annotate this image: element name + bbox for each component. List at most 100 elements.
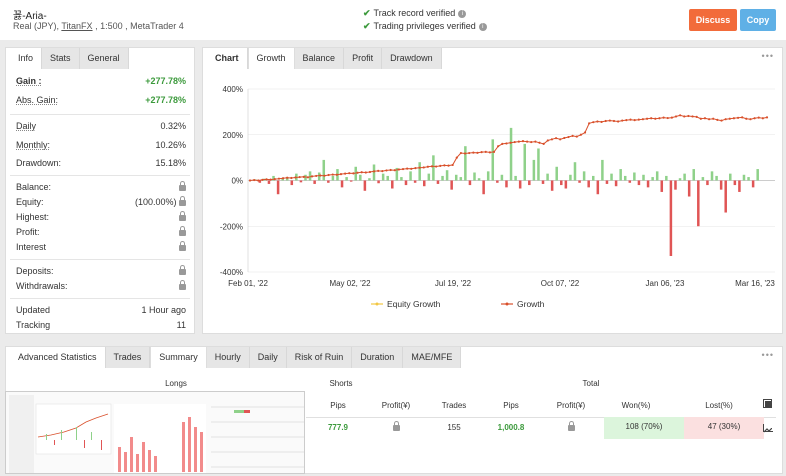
growth-point xyxy=(360,171,363,174)
broker-link[interactable]: TitanFX xyxy=(61,21,93,31)
legend-equity-label: Equity Growth xyxy=(387,299,441,309)
growth-point xyxy=(645,117,649,120)
growth-point xyxy=(286,176,289,179)
tab-mae-mfe[interactable]: MAE/MFE xyxy=(403,347,462,368)
col-lost: Lost(%) xyxy=(705,401,733,410)
tab-hourly[interactable]: Hourly xyxy=(206,347,250,368)
growth-point xyxy=(509,141,512,144)
chart-menu-icon[interactable]: ••• xyxy=(761,51,774,61)
col-shorts-profit: Profit(¥) xyxy=(381,401,411,410)
tab-summary[interactable]: Summary xyxy=(150,347,207,368)
positive-bar xyxy=(756,169,759,181)
x-tick-label: May 02, '22 xyxy=(329,279,371,288)
positive-bar xyxy=(665,175,668,181)
total-trades-value: 155 xyxy=(447,423,461,432)
tab-trades[interactable]: Trades xyxy=(105,347,151,368)
negative-bar xyxy=(423,180,426,187)
tab-drawdown[interactable]: Drawdown xyxy=(382,48,442,69)
positive-bar xyxy=(642,174,645,181)
tab-profit[interactable]: Profit xyxy=(344,48,383,69)
lock-icon xyxy=(392,420,400,431)
tab-general[interactable]: General xyxy=(79,48,129,69)
positive-bar xyxy=(592,175,595,181)
screenshot-thumbnail xyxy=(5,391,305,474)
growth-point xyxy=(277,177,281,180)
positive-bar xyxy=(395,167,399,181)
positive-bar xyxy=(523,143,526,181)
growth-point xyxy=(306,176,310,179)
negative-bar xyxy=(669,180,673,256)
negative-bar xyxy=(628,180,632,183)
tab-daily[interactable]: Daily xyxy=(249,347,287,368)
growth-point xyxy=(745,117,748,120)
growth-point xyxy=(658,117,661,120)
tab-stats[interactable]: Stats xyxy=(42,48,80,69)
lock-icon xyxy=(179,240,186,251)
divider xyxy=(10,298,190,299)
positive-bar xyxy=(509,127,513,181)
tab-growth[interactable]: Growth xyxy=(247,48,295,69)
negative-bar xyxy=(299,180,303,183)
negative-bar xyxy=(528,180,531,186)
y-tick-label: 200% xyxy=(223,131,243,140)
growth-point xyxy=(397,168,400,171)
negative-bar xyxy=(560,180,563,186)
tab-risk-of-ruin[interactable]: Risk of Ruin xyxy=(286,347,353,368)
growth-point xyxy=(393,169,396,172)
tab-balance[interactable]: Balance xyxy=(294,48,345,69)
total-pips-value: 1,000.8 xyxy=(497,423,525,432)
stats-menu-icon[interactable]: ••• xyxy=(761,350,774,360)
col-total-profit: Profit(¥) xyxy=(556,401,586,410)
tab-chart[interactable]: Chart xyxy=(207,48,248,69)
growth-point xyxy=(625,119,628,122)
growth-point xyxy=(364,171,367,174)
growth-point xyxy=(608,119,611,122)
positive-bar xyxy=(532,159,536,181)
highest-row: Highest: xyxy=(10,210,186,224)
growth-point xyxy=(377,169,380,172)
tab-info[interactable]: Info xyxy=(10,48,43,69)
negative-bar xyxy=(290,180,294,186)
positive-bar xyxy=(386,175,389,181)
growth-point xyxy=(344,172,347,175)
negative-bar xyxy=(719,180,723,190)
monthly-row: Monthly: 10.26% xyxy=(16,140,186,150)
info-icon[interactable]: i xyxy=(458,9,467,18)
negative-bar xyxy=(276,180,280,195)
growth-point xyxy=(505,142,508,145)
positive-bar xyxy=(619,169,622,181)
growth-point xyxy=(513,140,516,144)
negative-bar xyxy=(687,180,691,197)
growth-point xyxy=(716,118,719,121)
growth-point xyxy=(302,175,305,178)
growth-point xyxy=(637,118,640,121)
check-icon: ✔ xyxy=(363,8,371,18)
positive-bar xyxy=(368,178,371,181)
growth-point xyxy=(559,138,562,141)
negative-bar xyxy=(505,180,508,188)
negative-bar xyxy=(518,180,522,189)
negative-bar xyxy=(660,180,664,192)
growth-point xyxy=(538,141,541,144)
chart-line-icon[interactable] xyxy=(763,424,773,432)
copy-button[interactable]: Copy xyxy=(740,9,776,31)
tab-advanced-statistics[interactable]: Advanced Statistics xyxy=(10,347,106,368)
copy-table-icon[interactable] xyxy=(763,399,772,408)
tab-duration[interactable]: Duration xyxy=(352,347,404,368)
growth-point xyxy=(310,175,314,178)
col-won: Won(%) xyxy=(621,401,651,410)
growth-point xyxy=(633,119,636,122)
positive-bar xyxy=(331,175,335,181)
positive-bar xyxy=(486,171,490,181)
positive-bar xyxy=(418,162,421,181)
track-record-verified: ✔ Track record verified i xyxy=(363,8,467,19)
growth-point xyxy=(472,151,475,154)
growth-point xyxy=(422,166,425,169)
discuss-button[interactable]: Discuss xyxy=(689,9,737,31)
negative-bar xyxy=(733,180,737,186)
info-icon[interactable]: i xyxy=(478,22,487,31)
positive-bar xyxy=(400,177,403,181)
growth-point xyxy=(617,120,620,123)
negative-bar xyxy=(751,180,755,188)
growth-point xyxy=(579,133,582,136)
